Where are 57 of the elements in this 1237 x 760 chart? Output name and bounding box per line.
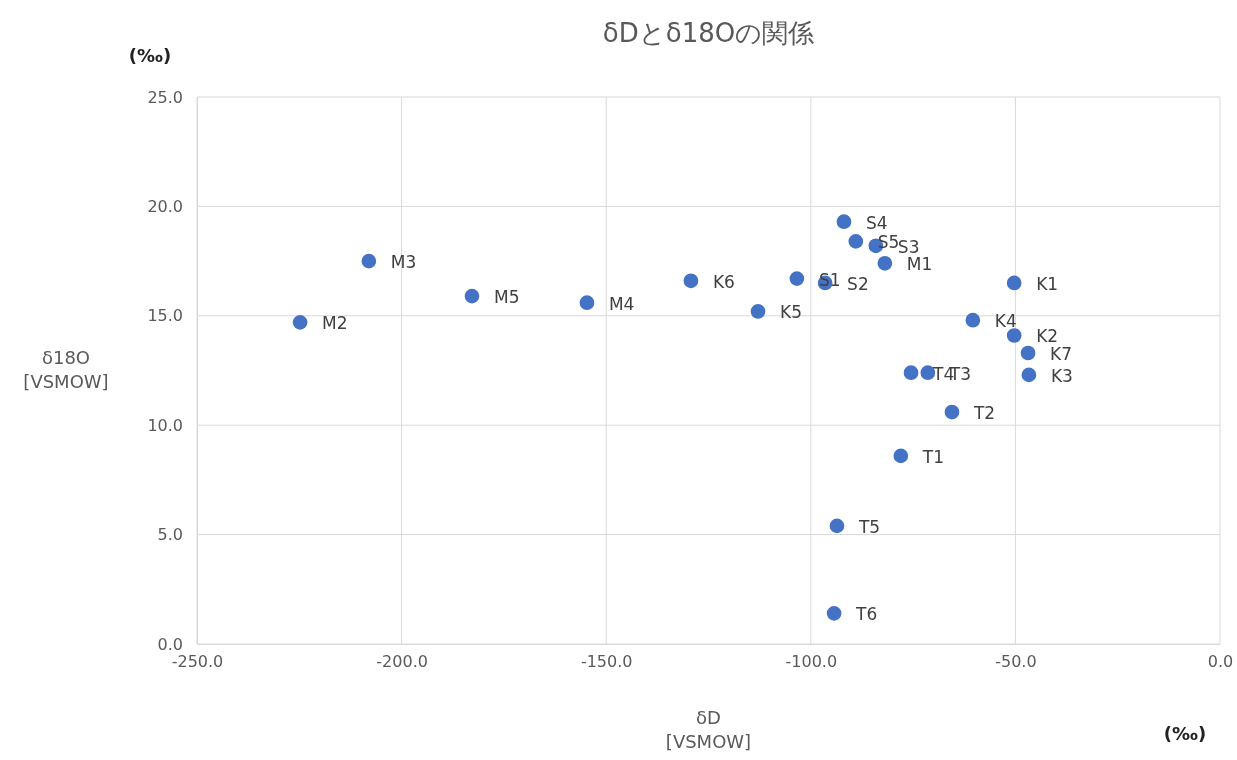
annotation: M4 <box>608 293 635 314</box>
point <box>877 255 893 271</box>
y-tick-label: 15.0 <box>147 306 183 326</box>
annotation: K4 <box>994 311 1017 332</box>
text: (‰) <box>1163 723 1207 744</box>
point <box>292 315 308 330</box>
annotation: M2 <box>322 313 348 334</box>
annotation: M5 <box>493 287 520 308</box>
point <box>1021 367 1037 383</box>
point <box>836 214 852 230</box>
x-tick-label: -150.0 <box>580 652 633 672</box>
point <box>789 271 805 286</box>
y-tick-label: 0.0 <box>157 634 183 654</box>
annotation: S3 <box>897 236 920 257</box>
y-tick-label: 5.0 <box>157 525 183 545</box>
point <box>829 518 845 534</box>
text: (‰) <box>128 45 172 66</box>
point <box>750 304 766 319</box>
x-tick-label: -200.0 <box>376 652 428 672</box>
point <box>361 253 377 269</box>
point <box>683 273 699 289</box>
annotation: K1 <box>1036 273 1059 294</box>
annotation: M1 <box>906 254 933 275</box>
y-axis-title: δ18O [VSMOW] <box>23 347 109 392</box>
annotation: K2 <box>1036 326 1059 347</box>
x-tick-label: -100.0 <box>785 652 838 672</box>
point <box>944 404 960 420</box>
y-tick-label: 25.0 <box>147 87 183 107</box>
annotation: S4 <box>865 212 888 233</box>
point <box>1006 328 1022 343</box>
annotation: S2 <box>847 273 869 294</box>
annotation: M3 <box>390 252 417 273</box>
y-tick-label: 20.0 <box>147 197 183 217</box>
x-axis-title: δD [VSMOW] <box>665 707 752 752</box>
point <box>1020 345 1036 361</box>
annotation: K3 <box>1050 365 1073 386</box>
point <box>464 288 480 304</box>
annotation: S5 <box>877 232 900 253</box>
point <box>826 606 842 621</box>
point <box>965 312 981 328</box>
point <box>893 448 909 464</box>
point <box>579 295 595 311</box>
point <box>848 234 864 249</box>
x-tick-label: -50.0 <box>995 652 1037 672</box>
annotation: T1 <box>921 446 945 467</box>
annotation: T6 <box>855 604 878 625</box>
x-tick-label: 0.0 <box>1207 652 1234 672</box>
annotation: K5 <box>780 302 802 323</box>
annotation: K7 <box>1050 344 1073 364</box>
annotation: K6 <box>712 271 735 292</box>
y-tick-label: 10.0 <box>147 415 183 435</box>
chart-title: δDとδ18Oの関係 <box>602 18 815 48</box>
annotation: T2 <box>972 403 996 424</box>
annotation: T5 <box>857 516 881 537</box>
point <box>1006 275 1022 291</box>
point <box>903 365 919 381</box>
x-tick-label: -250.0 <box>171 652 224 672</box>
